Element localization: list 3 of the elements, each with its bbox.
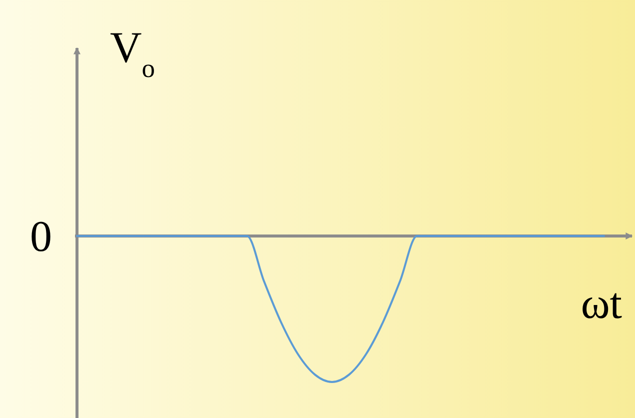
y-axis-title: V$_{o}$	[110, 23, 155, 83]
x-axis-title: ωt	[580, 279, 622, 328]
text: 0	[30, 212, 52, 261]
